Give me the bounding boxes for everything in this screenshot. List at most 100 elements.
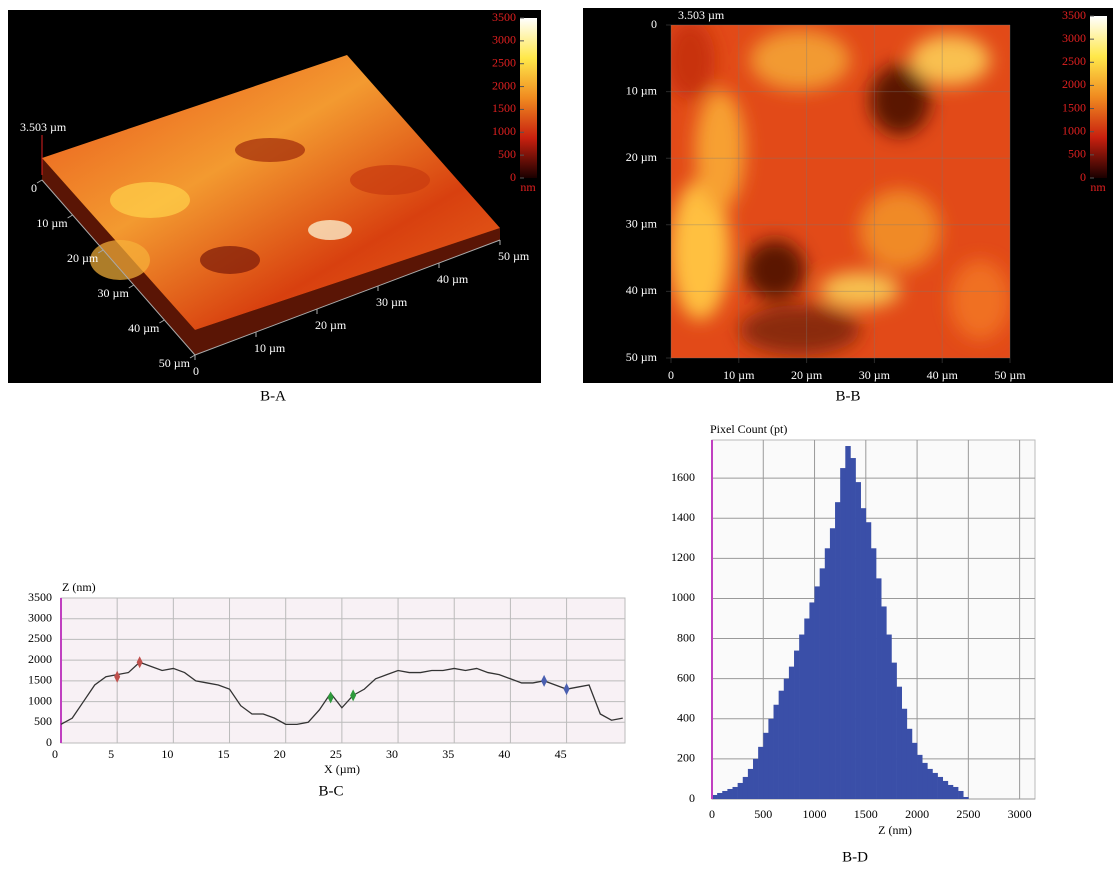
x-axis-label: X (µm) xyxy=(324,762,360,776)
y-tick-label: 1000 xyxy=(671,590,695,604)
y-tick-label: 600 xyxy=(677,670,695,684)
histogram-bar xyxy=(717,792,723,799)
y-tick-label: 40 µm xyxy=(626,283,658,297)
y-tick-label: 200 xyxy=(677,751,695,765)
x-tick-label: 10 xyxy=(161,747,173,761)
colorbar-tick-label: 2000 xyxy=(1062,77,1086,91)
colorbar xyxy=(520,18,537,178)
x-tick-label: 50 µm xyxy=(159,356,191,370)
texture xyxy=(750,30,850,90)
x-axis-label: Z (nm) xyxy=(878,823,912,837)
histogram-bar xyxy=(896,686,902,799)
y-tick-label: 0 xyxy=(193,364,199,378)
marker xyxy=(136,656,143,669)
surface-feature xyxy=(308,220,352,240)
histogram-bar xyxy=(788,666,795,799)
y-tick-label: 0 xyxy=(651,17,657,31)
texture xyxy=(745,240,805,300)
texture xyxy=(860,190,940,270)
histogram-bar xyxy=(937,776,944,799)
y-tick-label: 1600 xyxy=(671,470,695,484)
y-tick-label: 0 xyxy=(689,791,695,805)
colorbar-tick-label: 2500 xyxy=(492,55,516,69)
y-tick-label: 500 xyxy=(34,714,52,728)
colorbar-tick-label: 0 xyxy=(510,170,516,184)
marker xyxy=(350,689,357,702)
x-tick-label: 35 xyxy=(442,747,454,761)
y-tick-label: 3500 xyxy=(28,590,52,604)
histogram-bar xyxy=(763,732,769,799)
y-tick-label: 2000 xyxy=(28,652,52,666)
histogram-bar xyxy=(809,602,815,799)
histogram-bar xyxy=(737,782,744,799)
marker xyxy=(541,674,548,687)
histogram-bar xyxy=(942,780,949,799)
y-axis-label: Pixel Count (pt) xyxy=(710,422,787,436)
x-tick-label: 2000 xyxy=(905,807,929,821)
histogram-bar xyxy=(952,786,959,799)
histogram-bar xyxy=(753,758,759,799)
texture xyxy=(671,180,730,320)
x-tick-label: 20 xyxy=(274,747,286,761)
histogram-bar xyxy=(870,548,877,799)
histogram-bar xyxy=(783,678,790,799)
colorbar-tick-label: 500 xyxy=(1068,147,1086,161)
x-tick-label: 40 xyxy=(498,747,510,761)
x-tick-label: 30 µm xyxy=(859,368,891,382)
histogram-bar xyxy=(799,634,805,799)
colorbar-tick-label: 1000 xyxy=(1062,123,1086,137)
colorbar-tick-label: 1500 xyxy=(492,101,516,115)
histogram-bar xyxy=(742,776,749,799)
y-tick-label: 1200 xyxy=(671,550,695,564)
histogram-bar xyxy=(824,548,831,799)
y-tick-label: 0 xyxy=(46,735,52,749)
histogram-bar xyxy=(758,746,764,799)
histogram-bar xyxy=(778,690,785,799)
caption: B-C xyxy=(318,783,343,799)
histogram-bar xyxy=(804,618,810,799)
x-tick-label: 30 xyxy=(386,747,398,761)
colorbar-tick-label: 0 xyxy=(1080,170,1086,184)
x-tick xyxy=(189,354,196,359)
x-tick-label: 500 xyxy=(754,807,772,821)
x-tick-label: 30 µm xyxy=(98,286,130,300)
histogram-bar xyxy=(958,790,964,799)
caption: B-B xyxy=(835,388,860,404)
marker xyxy=(563,683,570,696)
histogram-bar xyxy=(747,768,754,799)
histogram-bar xyxy=(860,508,867,799)
x-tick-label: 1500 xyxy=(854,807,878,821)
colorbar-tick-label: 3500 xyxy=(492,10,516,24)
x-tick-label: 0 xyxy=(31,181,37,195)
histogram-bar xyxy=(732,786,738,799)
y-tick-label: 3000 xyxy=(28,610,52,624)
profile-line xyxy=(60,661,623,726)
x-tick xyxy=(128,284,135,289)
texture xyxy=(671,25,715,100)
y-tick-label: 800 xyxy=(677,630,695,644)
histogram-bar xyxy=(814,586,820,799)
y-tick-label: 40 µm xyxy=(437,272,469,286)
histogram-bar xyxy=(773,704,779,799)
x-tick xyxy=(67,214,73,219)
x-tick xyxy=(159,319,165,324)
histogram-bar xyxy=(881,606,887,799)
height-map-texture xyxy=(671,25,1010,355)
histogram-bar xyxy=(932,772,938,799)
y-axis-label: Z (nm) xyxy=(62,580,96,594)
colorbar-tick-label: 1500 xyxy=(1062,100,1086,114)
histogram-bar xyxy=(840,468,846,799)
histogram-bar xyxy=(722,790,728,799)
y-tick-label: 30 µm xyxy=(376,295,408,309)
y-tick-label: 20 µm xyxy=(315,318,347,332)
y-tick-label: 10 µm xyxy=(254,341,286,355)
histogram-bar xyxy=(845,446,851,799)
x-tick-label: 20 µm xyxy=(791,368,823,382)
colorbar-tick-label: 500 xyxy=(498,147,516,161)
colorbar xyxy=(1090,16,1107,178)
y-tick-label: 2500 xyxy=(28,631,52,645)
surface-side xyxy=(42,158,500,355)
x-tick-label: 0 xyxy=(52,747,58,761)
histogram-bar xyxy=(768,718,774,799)
surface-feature xyxy=(110,182,190,218)
